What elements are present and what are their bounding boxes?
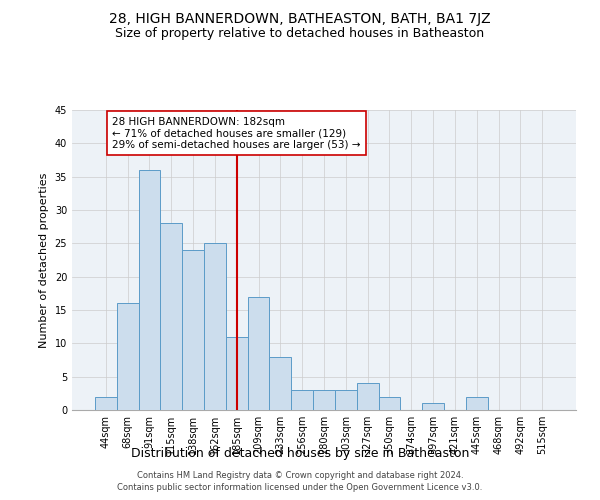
Bar xyxy=(335,390,357,410)
Bar xyxy=(160,224,182,410)
Text: Distribution of detached houses by size in Batheaston: Distribution of detached houses by size … xyxy=(131,448,469,460)
Text: Contains public sector information licensed under the Open Government Licence v3: Contains public sector information licen… xyxy=(118,484,482,492)
Bar xyxy=(313,390,335,410)
Bar xyxy=(379,396,400,410)
Bar xyxy=(466,396,488,410)
Bar xyxy=(95,396,117,410)
Bar xyxy=(204,244,226,410)
Bar xyxy=(422,404,444,410)
Text: Size of property relative to detached houses in Batheaston: Size of property relative to detached ho… xyxy=(115,28,485,40)
Bar xyxy=(357,384,379,410)
Bar xyxy=(226,336,248,410)
Bar xyxy=(182,250,204,410)
Bar xyxy=(139,170,160,410)
Bar xyxy=(291,390,313,410)
Bar xyxy=(117,304,139,410)
Bar xyxy=(248,296,269,410)
Text: Contains HM Land Registry data © Crown copyright and database right 2024.: Contains HM Land Registry data © Crown c… xyxy=(137,471,463,480)
Y-axis label: Number of detached properties: Number of detached properties xyxy=(39,172,49,348)
Text: 28, HIGH BANNERDOWN, BATHEASTON, BATH, BA1 7JZ: 28, HIGH BANNERDOWN, BATHEASTON, BATH, B… xyxy=(109,12,491,26)
Text: 28 HIGH BANNERDOWN: 182sqm
← 71% of detached houses are smaller (129)
29% of sem: 28 HIGH BANNERDOWN: 182sqm ← 71% of deta… xyxy=(112,116,361,150)
Bar xyxy=(269,356,291,410)
